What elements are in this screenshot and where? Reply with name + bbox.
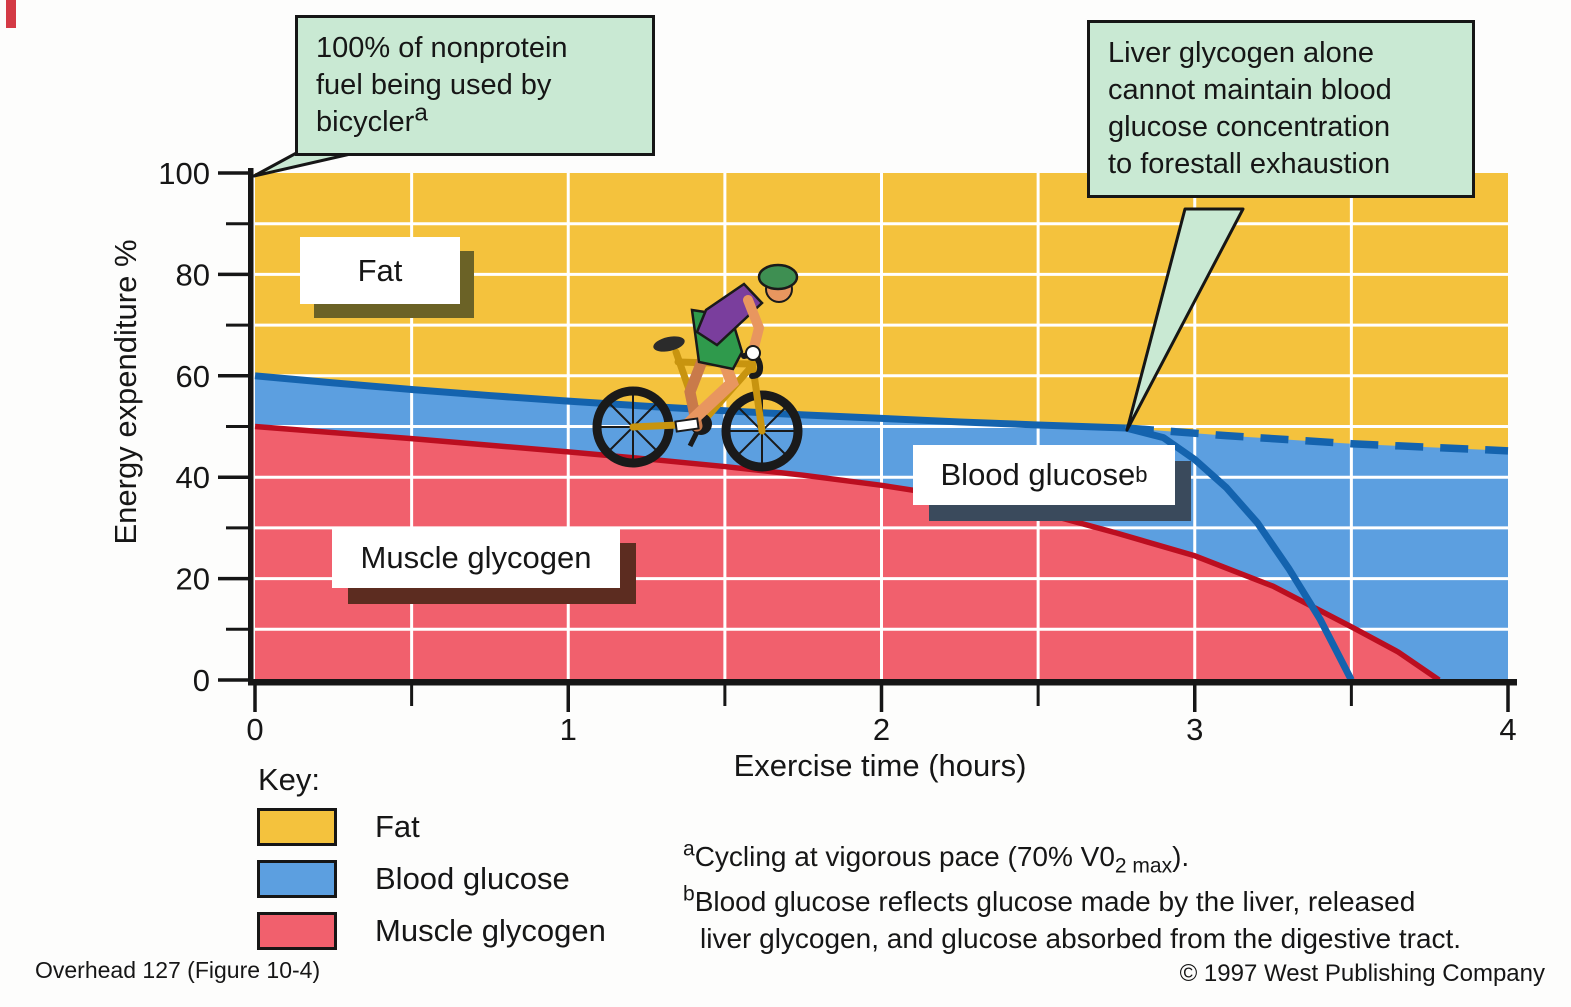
- curves: [254, 372, 1509, 683]
- blood-glucose-swatch: [257, 860, 337, 898]
- key-item-label: Fat: [375, 809, 420, 844]
- key-item-muscle-glycogen: Muscle glycogen: [257, 912, 606, 950]
- svg-text:3: 3: [1186, 712, 1203, 747]
- gridlines: [255, 173, 1508, 680]
- svg-text:100: 100: [158, 156, 210, 191]
- key-item-label: Blood glucose: [375, 861, 570, 896]
- copyright: © 1997 West Publishing Company: [1179, 960, 1545, 987]
- key-title: Key:: [258, 762, 321, 797]
- label-fat: Fat: [300, 237, 460, 304]
- label-muscle-glycogen: Muscle glycogen: [332, 527, 620, 588]
- overhead-caption: Overhead 127 (Figure 10-4): [35, 957, 321, 983]
- y-axis-title: Energy expenditure %: [108, 239, 143, 545]
- axes-and-ticks: 0 20 40 60 80 100 0 1 2 3 4: [158, 156, 1517, 747]
- key-item-fat: Fat: [257, 808, 420, 846]
- callout-line: 100% of nonprotein: [316, 32, 568, 64]
- scan-artifact-red: [6, 0, 16, 28]
- callout-liver-glycogen: Liver glycogen alone cannot maintain blo…: [1087, 20, 1475, 198]
- callout-line: bicyclera: [316, 99, 428, 138]
- footnote-b-line2: liver glycogen, and glucose absorbed fro…: [700, 923, 1462, 954]
- svg-text:0: 0: [193, 663, 210, 698]
- callout-nonprotein-fuel: 100% of nonprotein fuel being used by bi…: [295, 15, 655, 156]
- footnote-b-line1: bBlood glucose reflects glucose made by …: [683, 882, 1416, 917]
- footnote-a: aCycling at vigorous pace (70% V02 max).: [683, 837, 1190, 878]
- callout-line: Liver glycogen alone: [1108, 37, 1375, 69]
- cyclist-illustration: [592, 263, 803, 472]
- svg-text:60: 60: [176, 359, 210, 394]
- callout-line: to forestall exhaustion: [1108, 148, 1391, 180]
- muscle-glycogen-swatch: [257, 912, 337, 950]
- svg-text:4: 4: [1499, 712, 1516, 747]
- svg-text:2: 2: [873, 712, 890, 747]
- callout-line: glucose concentration: [1108, 111, 1391, 143]
- svg-text:0: 0: [246, 712, 263, 747]
- key-item-label: Muscle glycogen: [375, 913, 606, 948]
- callout-pointer-right: [1125, 207, 1245, 432]
- key-item-blood-glucose: Blood glucose: [257, 860, 570, 898]
- svg-text:80: 80: [176, 257, 210, 292]
- svg-text:40: 40: [176, 460, 210, 495]
- callout-line: fuel being used by: [316, 69, 552, 101]
- x-axis-title: Exercise time (hours): [733, 748, 1027, 783]
- svg-text:20: 20: [176, 562, 210, 597]
- fat-swatch: [257, 808, 337, 846]
- label-blood-glucose: Blood glucose b: [913, 445, 1175, 505]
- svg-text:1: 1: [560, 712, 577, 747]
- callout-line: cannot maintain blood: [1108, 74, 1392, 106]
